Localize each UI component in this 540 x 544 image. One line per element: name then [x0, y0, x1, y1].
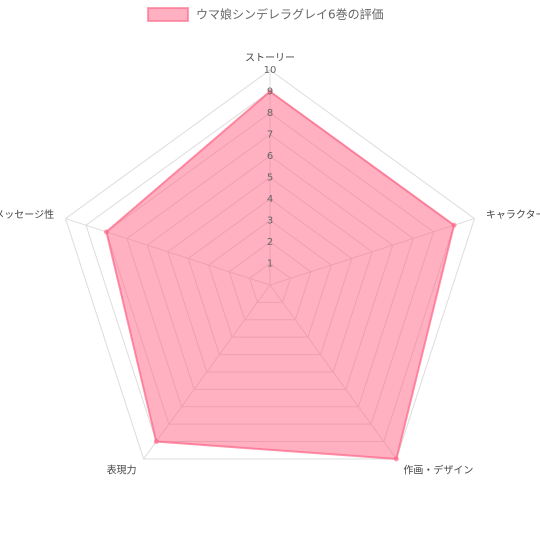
r-tick-label: 1 [267, 259, 273, 270]
category-label: 表現力 [107, 464, 137, 477]
radar-point [103, 229, 109, 235]
r-tick-label: 6 [267, 151, 273, 162]
plot [103, 89, 457, 462]
r-tick-label: 5 [267, 173, 273, 184]
radar-point [153, 439, 159, 445]
r-tick-label: 8 [267, 108, 273, 119]
r-tick-label: 10 [264, 65, 277, 76]
radar-area [105, 90, 456, 460]
r-tick-label: 3 [267, 216, 273, 227]
category-label: 作画・デザイン [403, 464, 473, 477]
legend-swatch [147, 7, 189, 22]
r-tick-label: 9 [267, 87, 273, 98]
radar-point [393, 456, 399, 462]
grid-line [64, 69, 476, 460]
radar-point [267, 89, 273, 94]
category-label: メッセージ性 [0, 208, 54, 221]
legend-label: ウマ娘シンデレラグレイ6巻の評価 [196, 7, 384, 22]
r-tick-label: 2 [267, 237, 273, 248]
category-label: キャラクター [486, 209, 540, 221]
r-tick-label: 4 [267, 194, 273, 205]
radar-point [451, 222, 457, 228]
r-tick-label: 7 [267, 130, 273, 141]
category-label: ストーリー [245, 53, 295, 64]
